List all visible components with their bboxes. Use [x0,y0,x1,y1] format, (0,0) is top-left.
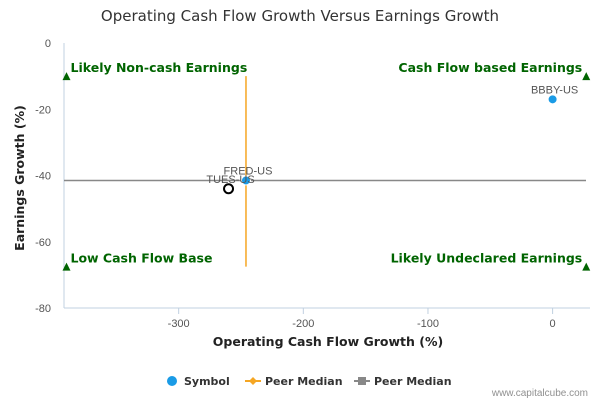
tues-us-label: TUES-US [206,174,254,186]
legend-label: Peer Median [374,375,452,388]
y-tick-label: -20 [35,104,51,116]
y-tick-label: -60 [35,237,51,249]
legend-symbol-marker [167,376,177,386]
x-tick-label: 0 [550,318,556,330]
quadrant-marker [62,72,71,81]
credit-text: www.capitalcube.com [491,388,588,399]
plot-area: -300 -200 -100 0 0 -20 -40 -60 -80 Likely Non-cas… [35,38,591,330]
legend-label: Peer Median [265,375,343,388]
y-tick-label: -80 [35,303,51,315]
quadrant-marker [582,72,591,81]
quadrant-label: Low Cash Flow Base [70,251,212,266]
legend-diamond-marker [249,377,257,385]
x-tick-label: -300 [168,318,190,330]
legend-item: Peer Median [354,375,452,388]
quadrant-label: Cash Flow based Earnings [398,60,582,75]
chart-title: Operating Cash Flow Growth Versus Earnin… [101,7,499,25]
quadrant-label: Likely Undeclared Earnings [391,251,583,266]
legend-square-marker [358,377,366,385]
x-tick-label: -200 [292,318,314,330]
quadrant-label: Likely Non-cash Earnings [70,60,247,75]
tues-us-point [223,183,235,195]
bbby-us-label: BBBY-US [531,84,578,96]
y-tick-label: -40 [35,171,51,183]
quadrant-marker [62,262,71,271]
fred-us-label: FRED-US [224,165,273,177]
x-axis-title: Operating Cash Flow Growth (%) [213,334,443,349]
legend-item: Symbol [167,375,230,388]
x-tick-label: -100 [417,318,439,330]
bbby-us-point [547,94,558,105]
legend: Symbol Peer Median Peer Median [167,375,452,388]
y-axis-title: Earnings Growth (%) [12,105,27,251]
quadrant-marker [582,262,591,271]
legend-label: Symbol [184,375,230,388]
legend-item: Peer Median [245,375,343,388]
y-tick-label: 0 [45,38,51,50]
fred-us-point [240,175,251,186]
